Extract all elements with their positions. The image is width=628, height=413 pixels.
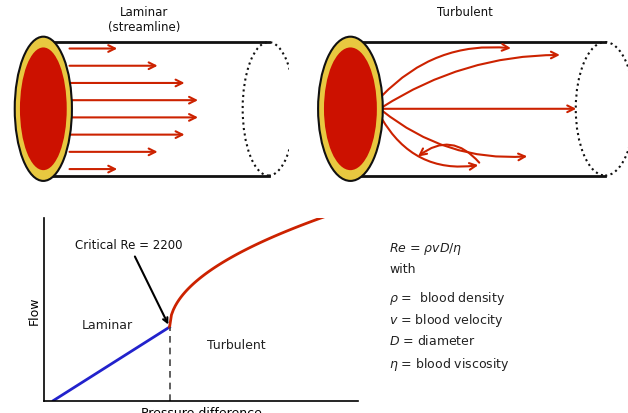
Y-axis label: Flow: Flow (28, 296, 41, 324)
FancyBboxPatch shape (43, 43, 269, 176)
Text: with: with (389, 263, 416, 275)
Text: $\it{D}$ = diameter: $\it{D}$ = diameter (389, 333, 476, 347)
Text: Critical Re = 2200: Critical Re = 2200 (75, 239, 183, 323)
X-axis label: Pressure difference: Pressure difference (141, 406, 261, 413)
FancyBboxPatch shape (350, 43, 605, 176)
Ellipse shape (324, 48, 377, 171)
Text: Laminar: Laminar (82, 318, 133, 331)
Text: Turbulent: Turbulent (437, 7, 492, 19)
Ellipse shape (20, 48, 67, 171)
Text: $\it{\eta}$ = blood viscosity: $\it{\eta}$ = blood viscosity (389, 355, 510, 372)
Text: Turbulent: Turbulent (207, 338, 266, 351)
Ellipse shape (318, 38, 382, 181)
Ellipse shape (14, 38, 72, 181)
Text: $\it{\rho}$ =  blood density: $\it{\rho}$ = blood density (389, 290, 506, 307)
Text: $\it{v}$ = blood velocity: $\it{v}$ = blood velocity (389, 311, 504, 328)
Text: $\it{Re}$ = $\it{\rho vD/\eta}$: $\it{Re}$ = $\it{\rho vD/\eta}$ (389, 241, 463, 256)
Text: Laminar
(streamline): Laminar (streamline) (108, 7, 181, 34)
